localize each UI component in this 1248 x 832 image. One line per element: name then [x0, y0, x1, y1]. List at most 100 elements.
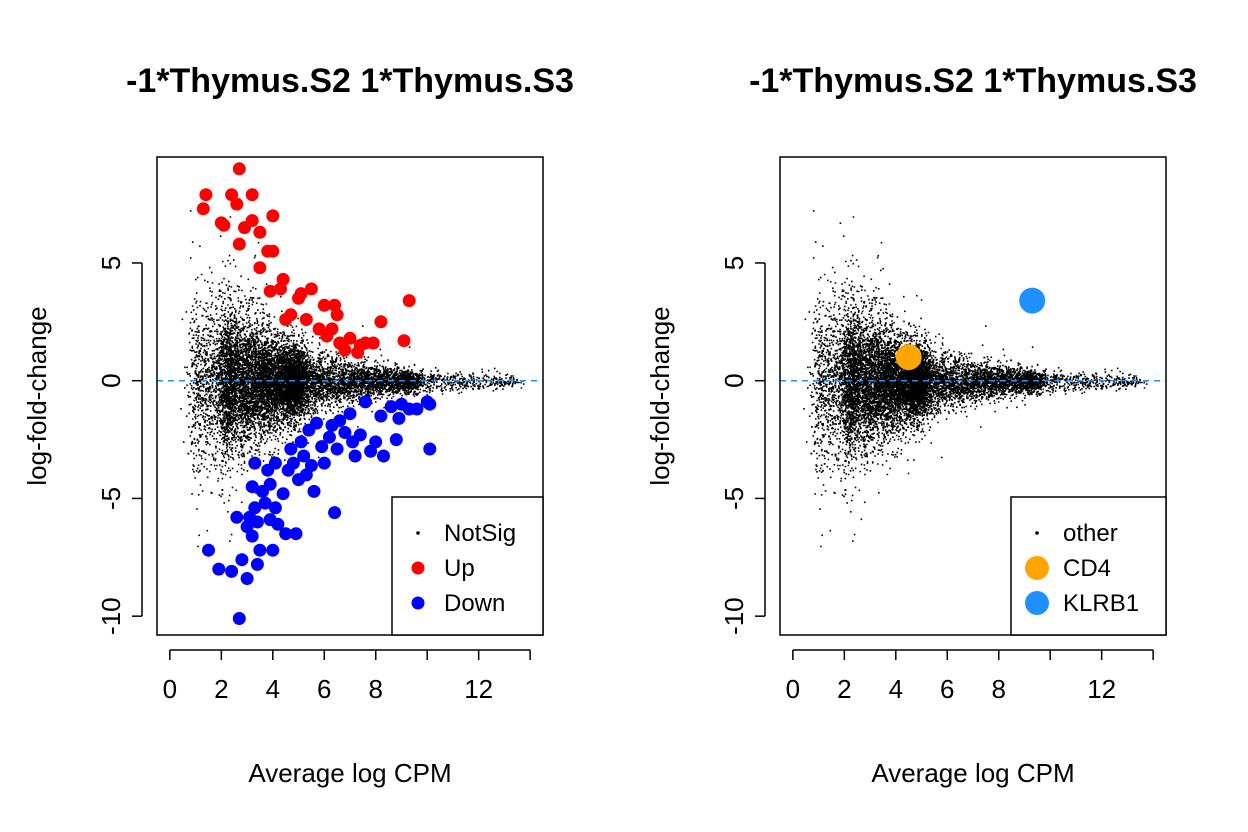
x-tick-label: 6 [317, 674, 331, 704]
point-up [276, 272, 290, 286]
point-up [266, 209, 280, 223]
x-tick-label: 12 [464, 674, 493, 704]
y-tick-label: 5 [719, 256, 749, 270]
point-down [333, 414, 347, 428]
point-down [423, 397, 437, 411]
point-down [240, 572, 254, 585]
point-down [353, 428, 367, 442]
point-up [366, 336, 380, 350]
plot-frame-left [156, 156, 544, 636]
point-down [266, 543, 280, 557]
point-up [397, 334, 411, 348]
point-down [276, 487, 290, 501]
point-down [410, 402, 424, 416]
x-axis-right: 0 2 4 6 8 12 [786, 649, 1154, 704]
point-up [338, 343, 352, 357]
x-axis-label-right: Average log CPM [871, 758, 1074, 788]
point-up [402, 294, 416, 308]
y-tick-label: -5 [96, 487, 126, 510]
point-cd4 [895, 344, 922, 371]
point-up [230, 197, 244, 211]
x-tick-label: 6 [940, 674, 954, 704]
x-tick-label: 2 [214, 674, 228, 704]
point-up [232, 237, 246, 251]
legend-right: other CD4 KLRB1 [1010, 496, 1167, 636]
point-up [232, 162, 246, 176]
point-up [245, 188, 259, 202]
point-down [248, 501, 262, 515]
point-down [389, 433, 403, 447]
legend-marker-down [411, 596, 425, 610]
y-tick-label: 0 [719, 373, 749, 387]
point-down [315, 440, 329, 454]
point-down [245, 480, 259, 494]
point-down [245, 529, 259, 543]
point-down [253, 543, 267, 557]
legend-marker-other [1035, 531, 1039, 535]
point-klrb1 [1019, 287, 1046, 314]
point-down [369, 435, 383, 449]
point-down [304, 459, 318, 472]
point-down [235, 553, 249, 567]
y-axis-label-right: log-fold-change [645, 306, 675, 485]
legend-box [391, 496, 544, 636]
point-up [263, 284, 277, 298]
x-tick-label: 0 [163, 674, 177, 704]
y-tick-label: -10 [96, 597, 126, 635]
point-down [230, 510, 244, 524]
point-down [423, 442, 437, 456]
point-down [212, 562, 226, 576]
point-up [199, 188, 213, 202]
y-tick-label: -10 [719, 597, 749, 635]
x-axis-left: 0 2 4 6 8 12 [163, 649, 531, 704]
other-point-cloud-right [803, 210, 1148, 548]
point-up [325, 322, 339, 336]
point-down [343, 407, 357, 421]
y-tick-label: 5 [96, 256, 126, 270]
point-down [286, 456, 300, 470]
highlighted-points-left [196, 162, 437, 625]
highlighted-points-right [895, 287, 1046, 371]
point-down [225, 564, 239, 578]
point-up [196, 202, 210, 216]
point-down [392, 411, 406, 425]
y-axis-right: -10 -5 0 5 [719, 256, 766, 635]
point-up [294, 287, 308, 301]
y-axis-label-left: log-fold-change [22, 306, 52, 485]
legend-label-cd4: CD4 [1063, 555, 1111, 582]
point-down [328, 506, 342, 520]
y-tick-label: -5 [719, 487, 749, 510]
point-down [358, 395, 372, 409]
x-tick-label: 4 [266, 674, 280, 704]
point-up [317, 298, 331, 312]
point-up [299, 313, 313, 326]
background-points [180, 210, 525, 548]
point-down [268, 501, 282, 515]
legend-label-other: other [1063, 520, 1118, 547]
point-down [250, 515, 264, 529]
background-points [803, 210, 1148, 548]
point-down [294, 435, 308, 449]
legend-label-down: Down [444, 590, 505, 617]
point-down [310, 416, 323, 430]
point-up [374, 315, 388, 329]
legend-left: NotSig Up Down [391, 496, 544, 636]
x-tick-label: 8 [991, 674, 1005, 704]
point-down [268, 456, 282, 470]
point-up [245, 214, 259, 228]
legend-marker-cd4 [1025, 556, 1049, 580]
x-axis-label-left: Average log CPM [248, 758, 451, 788]
point-down [348, 449, 362, 463]
point-up [253, 261, 267, 275]
ma-plot-right: -1*Thymus.S2 1*Thymus.S3 Average log CPM… [645, 62, 1197, 788]
point-down [271, 517, 285, 531]
point-up [343, 331, 357, 345]
point-down [232, 612, 246, 625]
point-down [322, 430, 336, 444]
point-down [384, 400, 398, 414]
point-down [250, 557, 264, 571]
point-up [217, 218, 231, 232]
point-down [338, 426, 352, 439]
y-axis-left: -10 -5 0 5 [96, 256, 143, 635]
point-down [317, 456, 331, 470]
